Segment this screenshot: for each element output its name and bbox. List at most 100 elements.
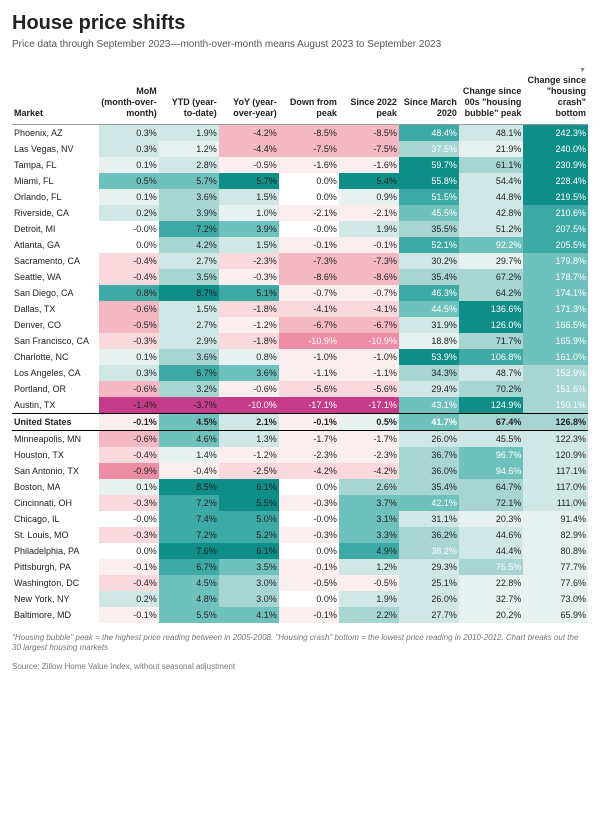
cell-bubble: 106.8% [459, 349, 523, 365]
cell-crash: 179.8% [523, 253, 588, 269]
cell-crash: 171.3% [523, 301, 588, 317]
cell-s2022: -1.0% [339, 349, 399, 365]
cell-market: Minneapolis, MN [12, 430, 99, 447]
table-row: Chicago, IL-0.0%7.4%5.0%-0.0%3.1%31.1%20… [12, 511, 588, 527]
cell-down: 0.0% [279, 543, 339, 559]
cell-yoy: 2.1% [219, 413, 279, 430]
col-header-bubble[interactable]: Change since 00s "housing bubble" peak [459, 64, 523, 124]
cell-crash: 240.0% [523, 141, 588, 157]
cell-smar: 27.7% [399, 607, 459, 623]
cell-market: Washington, DC [12, 575, 99, 591]
cell-bubble: 21.9% [459, 141, 523, 157]
col-header-market[interactable]: Market [12, 64, 99, 124]
cell-bubble: 94.6% [459, 463, 523, 479]
col-header-smar[interactable]: Since March 2020 [399, 64, 459, 124]
cell-down: -0.0% [279, 511, 339, 527]
cell-mom: -0.0% [99, 221, 159, 237]
cell-crash: 230.9% [523, 157, 588, 173]
cell-s2022: 3.1% [339, 511, 399, 527]
cell-bubble: 44.4% [459, 543, 523, 559]
cell-yoy: 5.2% [219, 527, 279, 543]
cell-crash: 219.5% [523, 189, 588, 205]
cell-bubble: 71.7% [459, 333, 523, 349]
cell-down: -1.6% [279, 157, 339, 173]
col-header-mom[interactable]: MoM (month-over-month) [99, 64, 159, 124]
cell-s2022: -10.9% [339, 333, 399, 349]
cell-crash: 65.9% [523, 607, 588, 623]
cell-s2022: -4.1% [339, 301, 399, 317]
cell-mom: -0.6% [99, 381, 159, 397]
table-row: Los Angeles, CA0.3%6.7%3.6%-1.1%-1.1%34.… [12, 365, 588, 381]
cell-smar: 35.5% [399, 221, 459, 237]
cell-bubble: 61.1% [459, 157, 523, 173]
cell-market: Phoenix, AZ [12, 124, 99, 141]
cell-bubble: 45.5% [459, 430, 523, 447]
cell-market: Austin, TX [12, 397, 99, 414]
cell-ytd: 3.6% [159, 349, 219, 365]
cell-mom: -0.1% [99, 413, 159, 430]
col-header-crash[interactable]: ▼ Change since "housing crash" bottom [523, 64, 588, 124]
cell-ytd: 1.4% [159, 447, 219, 463]
cell-down: -4.1% [279, 301, 339, 317]
cell-mom: -0.6% [99, 301, 159, 317]
cell-yoy: -0.5% [219, 157, 279, 173]
cell-down: -10.9% [279, 333, 339, 349]
cell-market: Philadelphia, PA [12, 543, 99, 559]
col-header-down[interactable]: Down from peak [279, 64, 339, 124]
cell-ytd: 2.8% [159, 157, 219, 173]
cell-market: New York, NY [12, 591, 99, 607]
cell-yoy: 5.1% [219, 285, 279, 301]
table-row: St. Louis, MO-0.3%7.2%5.2%-0.3%3.3%36.2%… [12, 527, 588, 543]
cell-mom: -0.0% [99, 511, 159, 527]
table-row: Charlotte, NC0.1%3.6%0.8%-1.0%-1.0%53.9%… [12, 349, 588, 365]
cell-bubble: 54.4% [459, 173, 523, 189]
table-row: Orlando, FL0.1%3.6%1.5%0.0%0.9%51.5%44.8… [12, 189, 588, 205]
cell-smar: 35.4% [399, 269, 459, 285]
cell-down: -2.3% [279, 447, 339, 463]
cell-ytd: 1.5% [159, 301, 219, 317]
cell-crash: 117.0% [523, 479, 588, 495]
cell-bubble: 70.2% [459, 381, 523, 397]
cell-s2022: -4.2% [339, 463, 399, 479]
table-row: Detroit, MI-0.0%7.2%3.9%-0.0%1.9%35.5%51… [12, 221, 588, 237]
cell-bubble: 44.8% [459, 189, 523, 205]
cell-market: Miami, FL [12, 173, 99, 189]
table-row: Cincinnati, OH-0.3%7.2%5.5%-0.3%3.7%42.1… [12, 495, 588, 511]
cell-down: -2.1% [279, 205, 339, 221]
cell-market: United States [12, 413, 99, 430]
cell-down: -0.1% [279, 559, 339, 575]
cell-yoy: 1.5% [219, 189, 279, 205]
cell-down: -1.0% [279, 349, 339, 365]
cell-smar: 52.1% [399, 237, 459, 253]
table-row: Dallas, TX-0.6%1.5%-1.8%-4.1%-4.1%44.5%1… [12, 301, 588, 317]
cell-smar: 35.4% [399, 479, 459, 495]
cell-s2022: -2.1% [339, 205, 399, 221]
table-row: Philadelphia, PA0.0%7.6%6.1%0.0%4.9%38.2… [12, 543, 588, 559]
cell-down: -0.5% [279, 575, 339, 591]
table-row: New York, NY0.2%4.8%3.0%0.0%1.9%26.0%32.… [12, 591, 588, 607]
cell-smar: 46.3% [399, 285, 459, 301]
table-row: Denver, CO-0.5%2.7%-1.2%-6.7%-6.7%31.9%1… [12, 317, 588, 333]
cell-market: Chicago, IL [12, 511, 99, 527]
cell-yoy: -1.2% [219, 447, 279, 463]
cell-yoy: 3.0% [219, 591, 279, 607]
cell-ytd: 4.5% [159, 413, 219, 430]
page-subtitle: Price data through September 2023—month-… [12, 39, 588, 50]
cell-crash: 82.9% [523, 527, 588, 543]
cell-market: San Francisco, CA [12, 333, 99, 349]
cell-s2022: -1.6% [339, 157, 399, 173]
col-header-ytd[interactable]: YTD (year-to-date) [159, 64, 219, 124]
cell-s2022: -7.3% [339, 253, 399, 269]
cell-s2022: 0.5% [339, 413, 399, 430]
cell-yoy: 3.9% [219, 221, 279, 237]
cell-bubble: 67.2% [459, 269, 523, 285]
cell-s2022: -1.1% [339, 365, 399, 381]
cell-smar: 29.4% [399, 381, 459, 397]
col-header-yoy[interactable]: YoY (year-over-year) [219, 64, 279, 124]
cell-market: Orlando, FL [12, 189, 99, 205]
col-header-s2022[interactable]: Since 2022 peak [339, 64, 399, 124]
cell-s2022: 1.9% [339, 221, 399, 237]
cell-smar: 31.1% [399, 511, 459, 527]
cell-crash: 150.1% [523, 397, 588, 414]
cell-s2022: -5.6% [339, 381, 399, 397]
